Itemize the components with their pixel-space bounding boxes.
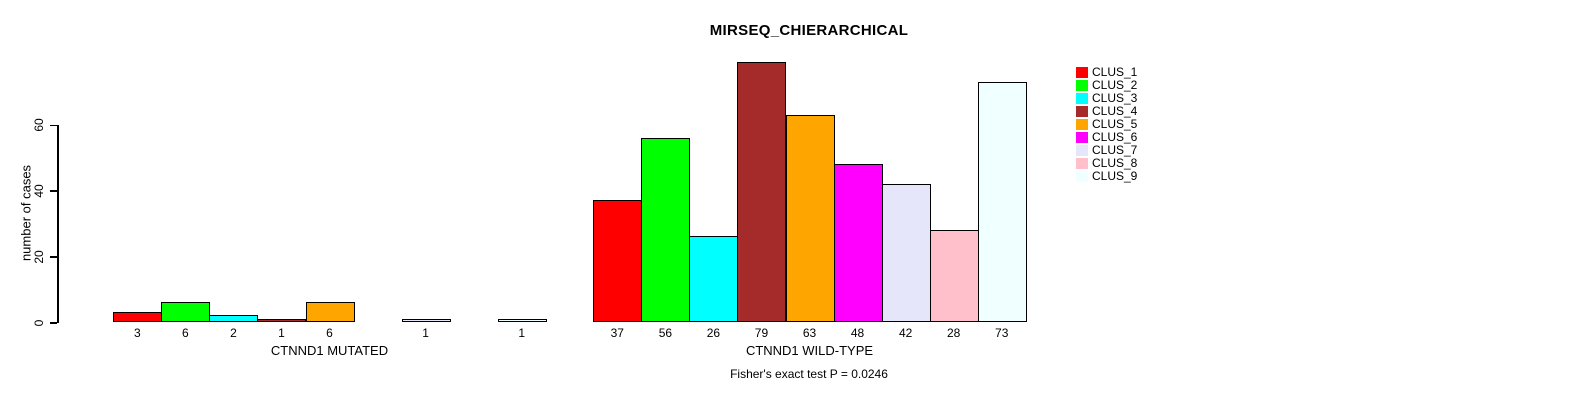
bar-value-label: 37 <box>610 326 624 340</box>
bar-clus_4 <box>257 318 307 322</box>
bar-value-label: 1 <box>422 326 429 340</box>
bar-value-label: 2 <box>230 326 237 340</box>
legend-label-clus_2: CLUS_2 <box>1092 77 1138 92</box>
legend-label-clus_8: CLUS_8 <box>1092 155 1138 170</box>
bar-clus_9 <box>497 318 547 322</box>
legend-swatch-clus_6 <box>1076 131 1088 144</box>
bar-clus_8 <box>929 229 979 322</box>
chart-title: MIRSEQ_CHIERARCHICAL <box>709 22 909 39</box>
legend-label-clus_1: CLUS_1 <box>1092 64 1138 79</box>
bar-value-label: 6 <box>182 326 189 340</box>
y-tick <box>50 124 57 127</box>
bar-clus_3 <box>209 315 259 322</box>
y-tick <box>50 322 57 324</box>
bar-value-label: 6 <box>326 326 333 340</box>
bar-clus_5 <box>785 114 835 322</box>
bar-clus_7 <box>401 318 451 322</box>
y-tick-label: 0 <box>32 319 46 327</box>
legend-swatch-clus_4 <box>1076 105 1088 118</box>
legend-swatch-clus_9 <box>1076 170 1088 183</box>
bar-value-label: 56 <box>658 326 673 340</box>
bar-clus_7 <box>881 183 931 322</box>
bar-clus_4 <box>737 62 787 322</box>
bar-clus_9 <box>977 81 1027 322</box>
legend-label-clus_3: CLUS_3 <box>1092 90 1138 105</box>
legend-label-clus_4: CLUS_4 <box>1092 103 1138 118</box>
y-tick-label: 40 <box>32 184 46 198</box>
y-tick-label: 20 <box>32 250 46 264</box>
bar-value-label: 1 <box>278 326 285 340</box>
bar-value-label: 73 <box>995 326 1009 340</box>
bar-clus_5 <box>305 302 355 322</box>
bar-clus_2 <box>161 302 211 322</box>
legend-swatch-clus_7 <box>1076 144 1088 157</box>
bar-value-label: 26 <box>706 326 721 340</box>
bar-clus_6 <box>833 164 883 322</box>
legend-label-clus_6: CLUS_6 <box>1092 129 1138 144</box>
bar-value-label: 28 <box>946 326 961 340</box>
legend-label-clus_9: CLUS_9 <box>1092 168 1138 183</box>
y-tick <box>50 256 57 258</box>
bar-value-label: 48 <box>850 326 865 340</box>
legend-swatch-clus_1 <box>1076 66 1088 78</box>
bar-clus_2 <box>641 137 691 322</box>
y-axis-label: number of cases <box>18 164 34 262</box>
bar-clus_3 <box>689 236 739 322</box>
bar-value-label: 42 <box>898 326 913 340</box>
legend-swatch-clus_5 <box>1076 118 1088 131</box>
y-axis-line <box>57 124 59 324</box>
bar-value-label: 63 <box>802 326 817 340</box>
legend-label-clus_7: CLUS_7 <box>1092 142 1138 157</box>
bar-value-label: 1 <box>518 326 526 340</box>
legend-swatch-clus_2 <box>1076 79 1088 92</box>
group-label-mutated: CTNND1 MUTATED <box>270 343 389 358</box>
bar-clus_1 <box>593 200 643 322</box>
bar-clus_1 <box>113 312 163 322</box>
legend-swatch-clus_3 <box>1076 92 1088 105</box>
fisher-test-annotation: Fisher's exact test P = 0.0246 <box>730 367 888 381</box>
group-label-wildtype: CTNND1 WILD-TYPE <box>745 343 874 358</box>
y-tick <box>50 190 57 192</box>
legend-swatch-clus_8 <box>1076 157 1088 170</box>
y-tick-label: 60 <box>32 118 46 133</box>
legend-label-clus_5: CLUS_5 <box>1092 116 1138 131</box>
bar-value-label: 79 <box>754 326 769 340</box>
bar-value-label: 3 <box>133 326 141 340</box>
